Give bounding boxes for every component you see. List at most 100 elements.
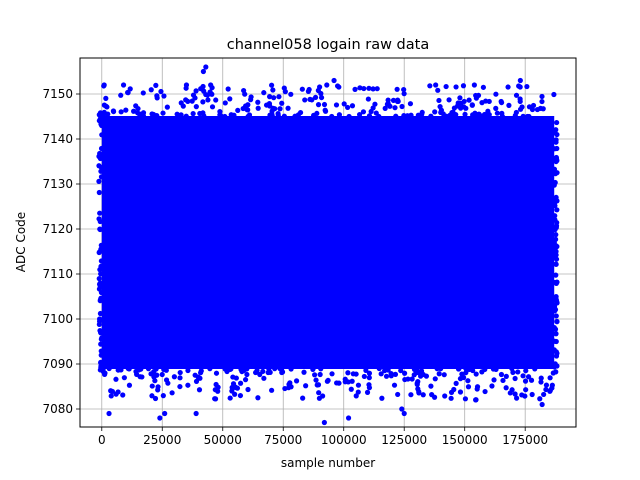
data-point xyxy=(322,108,329,114)
data-point xyxy=(457,95,463,101)
data-point xyxy=(461,98,467,105)
data-point xyxy=(486,98,492,105)
data-point xyxy=(344,104,351,111)
data-point xyxy=(554,300,560,306)
data-point xyxy=(192,372,198,378)
data-point xyxy=(463,370,469,376)
data-point xyxy=(429,392,435,398)
data-point xyxy=(553,261,559,267)
data-point xyxy=(408,392,414,398)
outlier-point xyxy=(106,410,112,417)
data-point xyxy=(529,106,536,113)
data-point xyxy=(307,96,313,103)
outlier-point xyxy=(157,415,163,421)
data-point xyxy=(512,112,518,119)
data-point xyxy=(224,368,230,375)
data-point xyxy=(315,102,322,108)
data-point xyxy=(482,388,488,395)
data-point xyxy=(242,377,249,383)
data-point xyxy=(149,393,155,399)
data-point xyxy=(321,101,328,108)
data-point xyxy=(244,371,250,378)
data-point xyxy=(443,83,449,90)
chart-title: channel058 logain raw data xyxy=(227,37,429,53)
data-point xyxy=(242,91,248,97)
outlier-point xyxy=(162,410,168,417)
data-point xyxy=(553,256,560,262)
data-point xyxy=(498,371,505,378)
data-point xyxy=(382,105,388,111)
data-point xyxy=(261,90,267,96)
data-point xyxy=(121,375,127,381)
data-point xyxy=(498,98,504,105)
data-point xyxy=(183,97,189,103)
data-point xyxy=(303,383,309,389)
data-point xyxy=(313,377,319,383)
data-point xyxy=(552,217,558,223)
outlier-point xyxy=(193,410,199,417)
data-point xyxy=(516,83,522,89)
data-point xyxy=(177,383,183,390)
outlier-point xyxy=(471,82,477,88)
y-tick-label: 7120 xyxy=(42,222,73,236)
data-point xyxy=(366,85,372,91)
data-point xyxy=(411,372,417,378)
data-point xyxy=(428,383,434,389)
data-point xyxy=(453,380,459,386)
data-point xyxy=(418,368,425,374)
data-point xyxy=(512,375,518,382)
data-point xyxy=(473,397,479,403)
data-point xyxy=(466,366,473,373)
data-point xyxy=(460,83,467,89)
data-point xyxy=(126,366,132,372)
data-point xyxy=(317,84,323,90)
data-point xyxy=(301,369,307,375)
data-point xyxy=(98,152,104,158)
data-point xyxy=(420,392,426,398)
data-point xyxy=(183,113,189,119)
data-point xyxy=(479,369,485,375)
x-tick-label: 0 xyxy=(98,433,106,447)
data-point xyxy=(293,378,300,384)
data-point xyxy=(281,113,287,119)
data-point xyxy=(316,390,322,396)
outlier-point xyxy=(203,64,209,70)
data-point xyxy=(510,369,516,375)
data-point xyxy=(553,252,559,258)
data-point xyxy=(394,86,400,92)
outlier-point xyxy=(399,406,405,412)
data-point xyxy=(366,113,373,119)
data-point xyxy=(443,113,449,119)
outlier-point xyxy=(183,82,190,88)
data-point xyxy=(152,395,159,402)
data-point xyxy=(552,306,559,313)
data-point xyxy=(532,366,538,372)
y-axis: 7080 7090 7100 7110 7120 7130 7140 7150 xyxy=(42,87,80,416)
data-point xyxy=(97,226,103,233)
data-point xyxy=(285,105,291,111)
data-point xyxy=(218,113,224,119)
data-point xyxy=(255,395,261,401)
data-point xyxy=(269,111,275,117)
data-point xyxy=(212,396,219,402)
data-point xyxy=(493,91,499,97)
data-point xyxy=(457,389,464,395)
data-point xyxy=(441,372,447,378)
data-point xyxy=(227,395,233,401)
data-point xyxy=(401,91,407,97)
data-point xyxy=(277,106,283,112)
data-point xyxy=(517,96,523,102)
data-point xyxy=(363,367,369,373)
data-point xyxy=(553,272,559,278)
data-point xyxy=(96,276,102,282)
data-point xyxy=(255,99,261,105)
data-point xyxy=(245,107,251,113)
x-tick-label: 100000 xyxy=(321,433,367,447)
data-point xyxy=(316,395,323,401)
data-point xyxy=(136,367,142,373)
data-point xyxy=(140,110,147,116)
data-point xyxy=(295,112,301,118)
outlier-point xyxy=(120,82,127,88)
data-point xyxy=(494,110,500,116)
